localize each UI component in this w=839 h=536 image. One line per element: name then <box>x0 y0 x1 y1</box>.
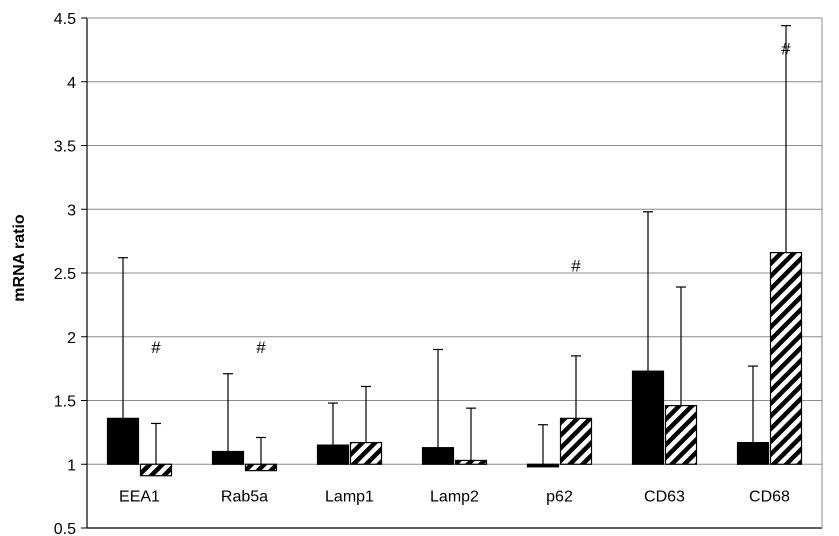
y-tick-label: 4.5 <box>54 11 76 28</box>
y-tick-label: 2 <box>67 330 76 347</box>
significance-mark: # <box>571 256 581 275</box>
axes <box>81 17 823 529</box>
y-axis-title: mRNA ratio <box>11 214 28 302</box>
x-category-label: CD63 <box>644 488 685 505</box>
error-bars <box>118 25 791 465</box>
x-category-label: Rab5a <box>221 488 268 505</box>
y-tick-label: 4 <box>67 75 76 92</box>
x-category-label: CD68 <box>749 488 790 505</box>
x-category-label: Lamp2 <box>430 488 479 505</box>
bar-solid <box>421 447 455 465</box>
x-category-label: EEA1 <box>119 488 160 505</box>
bar-solid <box>316 444 350 465</box>
x-category-label: Lamp1 <box>325 488 374 505</box>
bar-hatched <box>349 441 383 465</box>
significance-mark: # <box>781 40 791 59</box>
bar-solid <box>106 417 140 465</box>
y-tick-label: 1.5 <box>54 394 76 411</box>
bar-hatched <box>139 463 173 477</box>
y-tick-label: 2.5 <box>54 266 76 283</box>
gridlines <box>87 17 822 465</box>
bar-hatched <box>559 417 593 465</box>
bar-hatched <box>244 463 278 472</box>
x-category-label: p62 <box>546 488 573 505</box>
bar-hatched <box>769 252 803 465</box>
bar-hatched <box>454 459 488 465</box>
bar-solid <box>526 463 560 468</box>
y-tick-label: 1 <box>67 457 76 474</box>
bar-solid <box>211 450 245 465</box>
bar-solid <box>631 370 665 465</box>
significance-mark: # <box>256 338 266 357</box>
bar-hatched <box>664 405 698 465</box>
y-tick-label: 3.5 <box>54 139 76 156</box>
labels: 0.5 1 1.5 2 2.5 3 3.5 4 4.5 EEA1 Rab5a Lamp1 Lamp2 p6… <box>54 11 792 536</box>
significance-mark: # <box>151 338 161 357</box>
bar-solid <box>736 441 770 465</box>
bars <box>106 252 803 477</box>
y-tick-label: 3 <box>67 202 76 219</box>
y-tick-label: 0.5 <box>54 521 76 536</box>
